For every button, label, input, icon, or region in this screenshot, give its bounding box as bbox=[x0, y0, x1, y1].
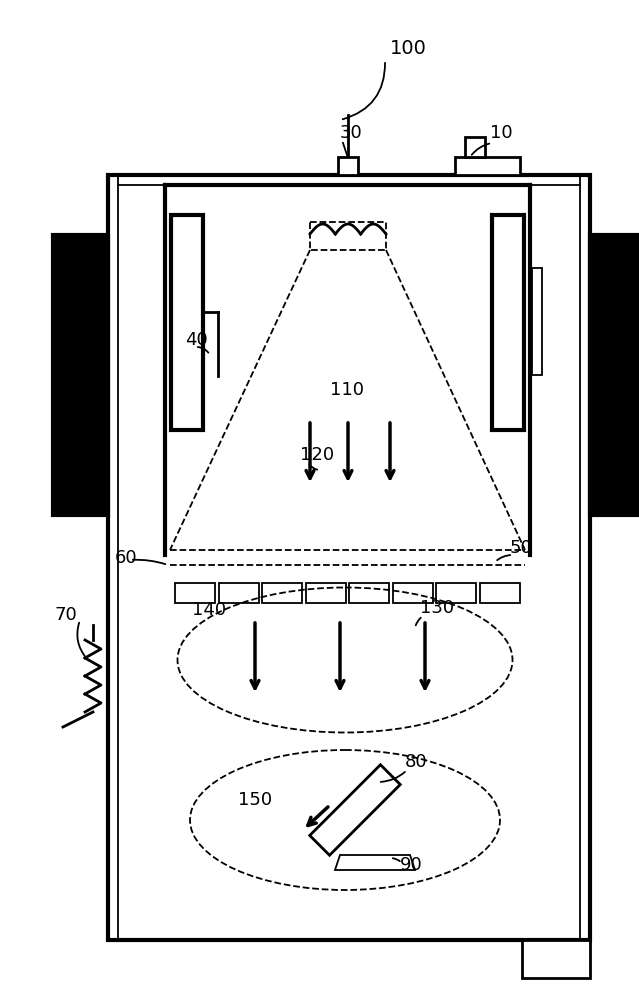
Text: 10: 10 bbox=[490, 124, 512, 142]
Bar bbox=[455, 157, 520, 175]
Text: 30: 30 bbox=[340, 124, 363, 142]
Bar bbox=[219, 583, 259, 603]
Bar bbox=[262, 583, 302, 603]
Text: 40: 40 bbox=[185, 331, 208, 349]
Text: 110: 110 bbox=[330, 381, 364, 399]
Bar bbox=[350, 583, 389, 603]
Text: 60: 60 bbox=[115, 549, 137, 567]
Text: 90: 90 bbox=[400, 856, 423, 874]
Polygon shape bbox=[310, 765, 400, 855]
Text: 50: 50 bbox=[510, 539, 533, 557]
Bar bbox=[171, 215, 203, 430]
Text: 80: 80 bbox=[405, 753, 427, 771]
Bar bbox=[305, 583, 346, 603]
Text: 20: 20 bbox=[595, 381, 618, 399]
Bar bbox=[175, 583, 215, 603]
Bar bbox=[338, 157, 358, 175]
Text: 150: 150 bbox=[238, 791, 272, 809]
Text: 70: 70 bbox=[55, 606, 78, 624]
Text: 130: 130 bbox=[420, 599, 454, 617]
Text: 140: 140 bbox=[192, 601, 226, 619]
Bar bbox=[436, 583, 477, 603]
Bar bbox=[492, 215, 524, 430]
Bar bbox=[522, 940, 590, 978]
Polygon shape bbox=[335, 855, 415, 870]
Bar bbox=[480, 583, 520, 603]
Text: 100: 100 bbox=[390, 38, 427, 57]
Bar bbox=[108, 175, 590, 940]
Bar bbox=[532, 268, 542, 375]
Bar bbox=[465, 137, 485, 157]
Text: 120: 120 bbox=[300, 446, 334, 464]
Bar bbox=[53, 235, 108, 515]
Bar bbox=[310, 222, 386, 250]
Bar bbox=[393, 583, 433, 603]
Bar bbox=[590, 235, 639, 515]
